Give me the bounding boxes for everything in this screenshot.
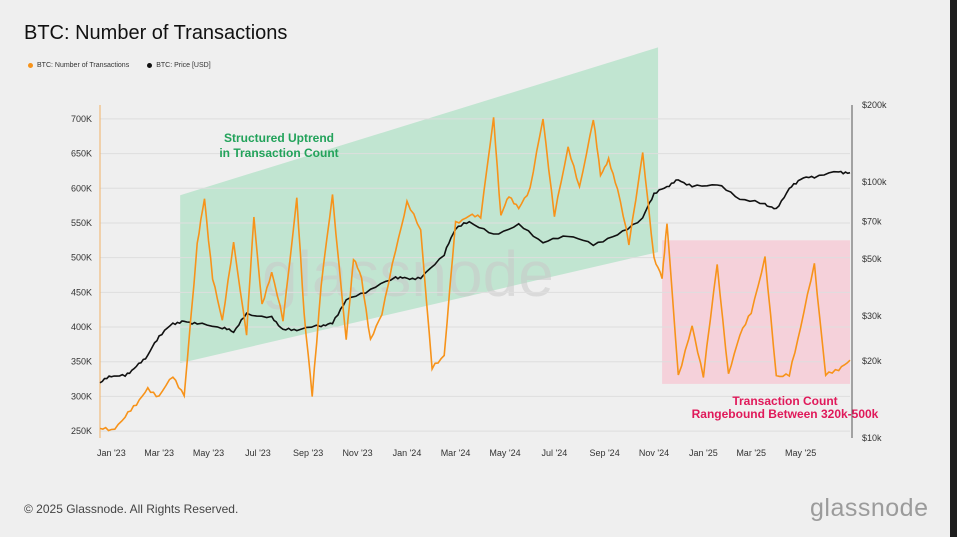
x-tick-label: May '25 <box>785 448 816 458</box>
x-tick-label: May '24 <box>489 448 520 458</box>
legend-dot-icon <box>28 63 33 68</box>
right-tick-label: $100k <box>862 177 887 187</box>
legend-item-price[interactable]: BTC: Price [USD] <box>147 62 211 69</box>
right-tick-label: $10k <box>862 433 882 443</box>
chart-title: BTC: Number of Transactions <box>24 22 288 44</box>
right-tick-label: $70k <box>862 217 882 227</box>
x-tick-label: Jan '24 <box>393 448 422 458</box>
left-tick-label: 600K <box>71 183 92 193</box>
left-tick-label: 650K <box>71 149 92 159</box>
right-tick-label: $200k <box>862 100 887 110</box>
x-tick-label: Jan '25 <box>689 448 718 458</box>
right-tick-label: $50k <box>862 254 882 264</box>
annotation-red-line1: Transaction Count <box>732 394 837 408</box>
right-tick-label: $20k <box>862 356 882 366</box>
uptrend-band <box>180 47 659 364</box>
x-tick-label: Nov '23 <box>342 448 372 458</box>
x-tick-label: Mar '25 <box>736 448 766 458</box>
left-tick-label: 550K <box>71 218 92 228</box>
x-tick-label: Mar '23 <box>144 448 174 458</box>
legend-item-transactions[interactable]: BTC: Number of Transactions <box>28 62 129 69</box>
x-tick-label: Jul '24 <box>542 448 568 458</box>
brand-logo: glassnode <box>810 494 929 522</box>
chart-legend: BTC: Number of Transactions BTC: Price [… <box>28 62 211 69</box>
left-tick-label: 500K <box>71 253 92 263</box>
gridlines <box>100 118 850 432</box>
left-tick-label: 450K <box>71 287 92 297</box>
watermark: glassnode <box>262 238 554 310</box>
x-tick-label: May '23 <box>193 448 224 458</box>
series-line-transactions <box>99 117 851 432</box>
x-axis-ticks: Jan '23 Mar '23 May '23 Jul '23 Sep '23 Nov '… <box>97 448 816 458</box>
rangebound-band <box>662 240 850 384</box>
legend-label-transactions: BTC: Number of Transactions <box>37 62 130 69</box>
left-tick-label: 700K <box>71 114 92 124</box>
x-tick-label: Sep '24 <box>589 448 619 458</box>
annotation-green-line2: in Transaction Count <box>219 146 338 160</box>
x-tick-label: Nov '24 <box>639 448 669 458</box>
right-axis-ticks: $10k $20k $30k $50k $70k $100k $200k <box>862 100 887 443</box>
left-tick-label: 300K <box>71 391 92 401</box>
series-line-price <box>99 170 851 384</box>
annotation-red-line2: Rangebound Between 320k-500k <box>692 407 879 421</box>
left-tick-label: 350K <box>71 357 92 367</box>
left-tick-label: 250K <box>71 426 92 436</box>
legend-dot-icon <box>147 63 153 68</box>
left-tick-label: 400K <box>71 322 92 332</box>
copyright-footer: © 2025 Glassnode. All Rights Reserved. <box>24 502 239 516</box>
x-tick-label: Jan '23 <box>97 448 126 458</box>
left-axis-ticks: 250K 300K 350K 400K 450K 500K 550K 600K 650K 700K <box>71 114 92 436</box>
annotation-green-line1: Structured Uptrend <box>224 131 334 145</box>
x-tick-label: Jul '23 <box>245 448 271 458</box>
legend-label-price: BTC: Price [USD] <box>156 62 211 69</box>
x-tick-label: Mar '24 <box>441 448 471 458</box>
right-tick-label: $30k <box>862 311 882 321</box>
x-tick-label: Sep '23 <box>293 448 323 458</box>
